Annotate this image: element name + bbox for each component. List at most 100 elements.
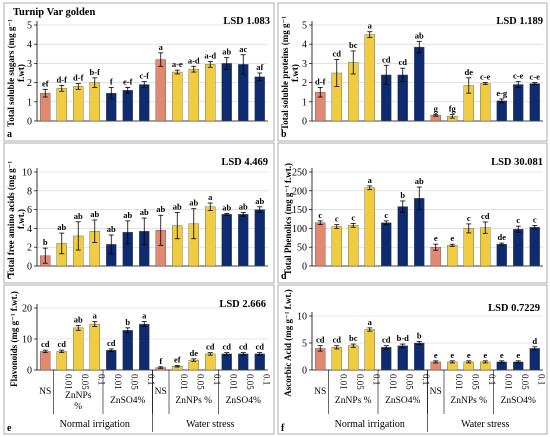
significance-letter: c	[384, 210, 388, 220]
significance-letter: e-f	[123, 76, 133, 86]
bar	[364, 187, 375, 267]
significance-letter: d	[532, 336, 537, 346]
x-tick-label: NS	[430, 387, 442, 397]
y-tick-label: 200	[292, 186, 307, 197]
significance-letter: e	[450, 233, 454, 243]
y-tick-label: 10	[22, 168, 32, 179]
y-tick-label: 150	[292, 205, 307, 216]
bar	[205, 206, 216, 267]
bar	[364, 34, 375, 122]
significance-letter: e	[500, 350, 504, 360]
y-tick-label: 20	[22, 304, 32, 315]
significance-letter: a	[142, 311, 147, 321]
significance-letter: e-g	[496, 88, 508, 98]
bar	[331, 347, 342, 371]
significance-letter: bc	[349, 333, 358, 343]
significance-letter: ab	[415, 30, 424, 40]
y-tick-label: 2	[302, 78, 307, 89]
bar	[89, 82, 100, 122]
y-tick-label: 5	[302, 21, 307, 32]
x-tick-label: 0.01	[228, 374, 238, 390]
x-tick-label: 0.1	[261, 374, 271, 385]
bar	[205, 64, 216, 122]
bar	[221, 214, 232, 267]
bar	[205, 353, 216, 371]
significance-letter: ef	[42, 78, 49, 88]
significance-letter: cd	[382, 335, 391, 345]
bar	[56, 88, 67, 122]
bar	[89, 323, 100, 371]
significance-letter: cd	[399, 57, 408, 67]
significance-letter: ab	[189, 198, 198, 208]
y-tick-label: 0	[302, 117, 307, 128]
significance-letter: cd	[382, 54, 391, 64]
y-tick-label: 5	[27, 21, 32, 32]
significance-letter: ab	[57, 222, 66, 232]
bar	[238, 353, 249, 371]
group-label: ZnNPs %	[175, 396, 212, 406]
significance-letter: e	[467, 350, 471, 360]
x-tick-label: 0.05	[195, 374, 205, 390]
significance-letter: a	[93, 311, 98, 321]
significance-letter: c	[335, 214, 339, 224]
significance-letter: ab	[239, 201, 248, 211]
significance-letter: b	[125, 317, 130, 327]
y-tick-label: 0	[302, 366, 307, 377]
significance-letter: de	[498, 232, 507, 242]
y-tick-label: 6	[27, 205, 32, 216]
x-tick-label: 0.01	[63, 374, 73, 390]
group-label: ZnNPs	[65, 391, 92, 401]
bar	[529, 348, 540, 371]
significance-letter: e	[450, 350, 454, 360]
significance-letter: c	[516, 215, 520, 225]
panel-letter: b	[281, 129, 287, 140]
significance-letter: cd	[256, 342, 265, 352]
bar	[238, 214, 249, 267]
y-tick-label: 10	[22, 335, 32, 346]
bar	[221, 353, 232, 371]
bar	[397, 345, 408, 371]
x-tick-label: 0.01	[338, 374, 348, 390]
bar	[315, 348, 326, 371]
y-tick-label: 4	[302, 40, 307, 51]
significance-letter: bc	[349, 40, 358, 50]
condition-label: Water stress	[461, 419, 509, 430]
condition-label: Normal irrigation	[335, 419, 405, 430]
significance-letter: c-f	[140, 71, 150, 81]
bar	[480, 83, 491, 122]
x-tick-label: 0.05	[404, 374, 414, 390]
y-axis-label: Ascorbic Acid (mg g⁻¹ f.wt.)	[283, 289, 293, 396]
y-tick-label: 100	[292, 224, 307, 235]
x-tick-label: 0.1	[371, 374, 381, 385]
bar	[381, 347, 392, 371]
significance-letter: b-f	[90, 67, 101, 77]
group-label: ZnNPs %	[335, 396, 372, 406]
y-tick-label: 3	[27, 59, 32, 70]
significance-letter: ab	[123, 210, 132, 220]
y-tick-label: 0	[27, 117, 32, 128]
significance-letter: f	[110, 76, 113, 86]
significance-letter: a	[368, 175, 373, 185]
y-tick-label: 0	[27, 262, 32, 273]
significance-letter: c	[467, 213, 471, 223]
significance-letter: ab	[222, 47, 231, 57]
y-tick-label: 2	[27, 243, 32, 254]
significance-letter: c-e	[513, 71, 524, 81]
significance-letter: b	[43, 237, 48, 247]
bar	[529, 227, 540, 267]
significance-letter: b	[400, 190, 405, 200]
y-tick-label: 5	[302, 339, 307, 350]
significance-letter: c	[318, 210, 322, 220]
significance-letter: a	[159, 42, 164, 52]
significance-letter: ab	[156, 204, 165, 214]
significance-letter: a	[208, 192, 213, 202]
significance-letter: ab	[222, 202, 231, 212]
y-tick-label: 50	[297, 243, 307, 254]
significance-letter: c-e	[480, 72, 491, 82]
y-tick-label: 4	[27, 224, 32, 235]
group-label: %	[74, 402, 82, 412]
group-label: ZnNPs %	[450, 396, 487, 406]
bar	[513, 84, 524, 122]
y-tick-label: 4	[27, 40, 32, 51]
bar	[513, 228, 524, 267]
